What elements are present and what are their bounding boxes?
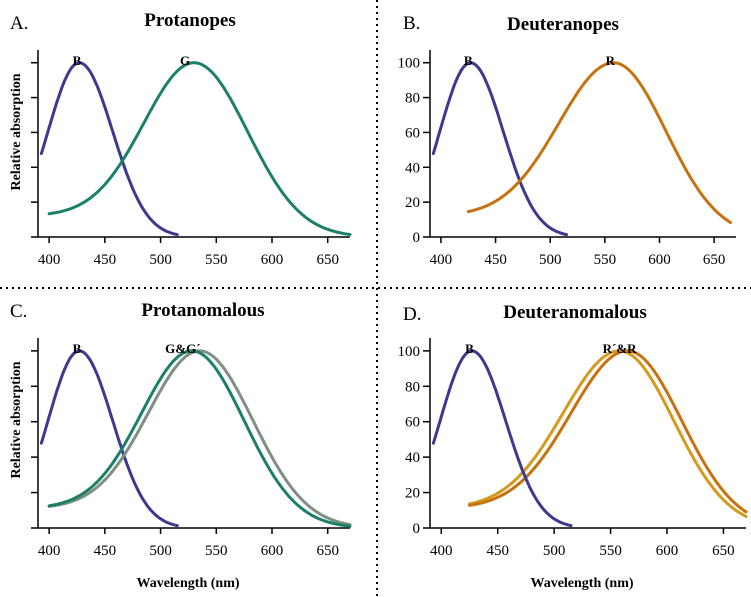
curve-label: B: [73, 53, 82, 68]
x-tick-label: 600: [648, 252, 671, 268]
panel-letter: C.: [10, 301, 27, 322]
x-tick-label: 500: [543, 543, 566, 559]
series-b-line: [431, 61, 569, 237]
panel-title: Protanopes: [144, 10, 235, 31]
series-r-line: [466, 61, 732, 224]
x-tick-label: 600: [261, 543, 284, 559]
x-tick-label: 450: [94, 543, 117, 559]
series-r-line: [468, 349, 748, 514]
y-tick-label: 60: [405, 125, 420, 141]
series-b-line: [39, 61, 179, 237]
x-tick-label: 550: [594, 252, 617, 268]
panel-C: C. Protanomalous 400 450 500 550 600 650 Relativ…: [9, 300, 352, 591]
y-tick-label: 0: [413, 521, 421, 537]
y-tick-label: 0: [413, 230, 421, 246]
series-r-prime-line: [468, 349, 748, 518]
curve-label: G&G´: [165, 341, 200, 356]
series-b-line: [39, 349, 179, 528]
panel-B: B. Deuteranopes 0 20 40 60 80 100 400 450 500 550 60…: [398, 13, 736, 268]
y-tick-label: 100: [398, 344, 421, 360]
panel-title: Deuteranomalous: [503, 302, 647, 323]
panel-D: D. Deuteranomalous 0 20 40 60 80 100 400 450 500 55…: [398, 302, 748, 591]
x-tick-label: 450: [484, 252, 507, 268]
y-axis-label: Relative absorption: [9, 361, 24, 478]
y-tick-label: 20: [405, 486, 420, 502]
y-axis-label: Relative absorption: [9, 73, 24, 190]
x-tick-label: 600: [656, 543, 679, 559]
panel-letter: B.: [403, 13, 420, 34]
y-tick-label: 40: [405, 160, 420, 176]
panel-letter: A.: [10, 13, 28, 34]
x-tick-label: 550: [599, 543, 622, 559]
curve-label: R: [606, 53, 616, 68]
series-g-line: [47, 61, 352, 236]
x-tick-label: 500: [149, 252, 172, 268]
x-tick-label: 600: [261, 252, 284, 268]
x-tick-label: 500: [539, 252, 562, 268]
x-tick-label: 650: [703, 252, 726, 268]
x-tick-label: 400: [38, 543, 61, 559]
x-tick-label: 450: [486, 543, 509, 559]
x-tick-label: 400: [430, 543, 453, 559]
x-tick-label: 650: [316, 543, 339, 559]
y-tick-label: 60: [405, 415, 420, 431]
curve-label: B: [465, 341, 474, 356]
x-tick-label: 400: [38, 252, 61, 268]
curve-label: G: [180, 53, 190, 68]
series-g-prime-line: [47, 349, 352, 527]
y-tick-label: 100: [398, 56, 421, 72]
x-tick-label: 500: [149, 543, 172, 559]
y-tick-label: 20: [405, 195, 420, 211]
x-axis-label: Wavelength (nm): [530, 576, 633, 591]
x-tick-label: 550: [205, 252, 228, 268]
x-tick-label: 650: [712, 543, 735, 559]
x-axis-label: Wavelength (nm): [136, 576, 239, 591]
curve-label: B: [464, 53, 473, 68]
panel-letter: D.: [403, 304, 421, 325]
panel-title: Deuteranopes: [507, 14, 619, 35]
y-tick-label: 80: [405, 379, 420, 395]
x-tick-label: 450: [94, 252, 117, 268]
x-tick-label: 400: [430, 252, 453, 268]
panel-A: A. Protanopes 400 450 500 550 600 650 Relative a…: [9, 10, 352, 268]
y-tick-label: 40: [405, 450, 420, 466]
x-tick-label: 650: [316, 252, 339, 268]
curve-label: R´&R: [603, 341, 638, 356]
x-tick-label: 550: [205, 543, 228, 559]
curve-label: B: [73, 341, 82, 356]
y-tick-label: 80: [405, 91, 420, 107]
panel-title: Protanomalous: [141, 300, 264, 321]
series-g-line: [47, 349, 352, 528]
series-b-line: [431, 349, 573, 528]
